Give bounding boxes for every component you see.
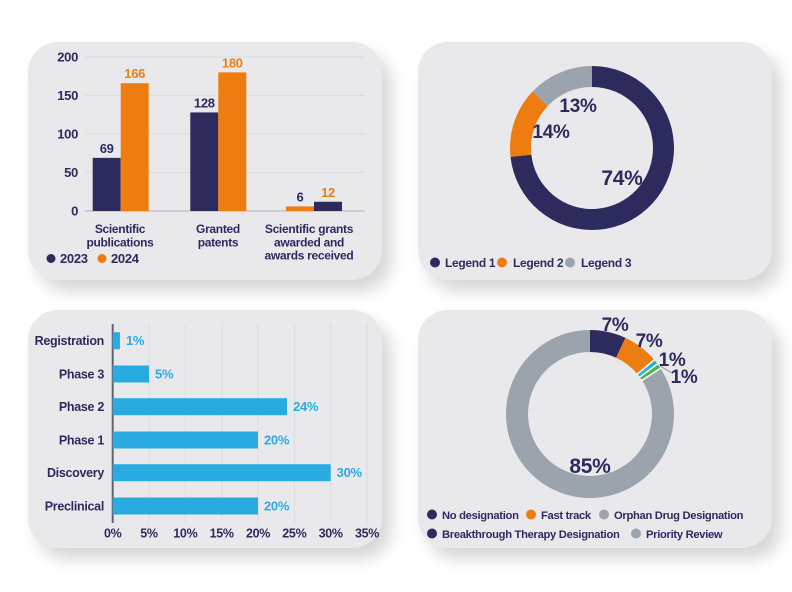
legend-label: Legend 3 xyxy=(581,256,632,270)
bar xyxy=(286,206,314,211)
legend-dot xyxy=(430,257,440,268)
x-axis-tick-label: 5% xyxy=(140,527,158,541)
legend-label: Orphan Drug Designation xyxy=(614,510,744,522)
donut-slice xyxy=(532,66,592,106)
bar xyxy=(190,112,219,211)
donut-chart-panel-legend123: 74% 14% 13% Legend 1 Legend 2 Legend 3 xyxy=(418,42,772,280)
category-label: Registration xyxy=(35,334,104,348)
category-label: awards received xyxy=(265,249,354,263)
designation-donut-chart-panel: 7% 7% 1% 1% 85% No designation Fast track Orpha… xyxy=(418,310,772,548)
slice-percent-label: 1% xyxy=(671,367,698,388)
legend-label: Legend 2 xyxy=(513,256,564,270)
bar-value-label: 20% xyxy=(264,499,290,514)
legend-dot xyxy=(631,528,641,539)
bar-value-label: 166 xyxy=(124,66,145,81)
bar xyxy=(112,431,259,449)
bar xyxy=(112,497,259,515)
legend-dot xyxy=(599,509,609,520)
category-label: patents xyxy=(198,235,239,249)
x-axis-tick-label: 30% xyxy=(319,527,343,541)
pipeline-horizontal-bar-chart: 0% 5% 10% 15% 20% 25% 30% 35% Registration 1% Phas… xyxy=(35,324,380,541)
donut-chart-legend123: 74% 14% 13% Legend 1 Legend 2 Legend 3 xyxy=(430,66,675,270)
slice-percent-label: 7% xyxy=(636,331,663,352)
legend-dot xyxy=(497,257,507,268)
legend-dot xyxy=(526,509,536,520)
bar-value-label: 1% xyxy=(126,333,145,348)
bar xyxy=(120,83,149,211)
legend-label: Priority Review xyxy=(646,529,723,541)
category-label: Phase 2 xyxy=(59,400,105,414)
slice-separator xyxy=(638,362,659,379)
y-axis-tick-label: 100 xyxy=(57,127,78,142)
bar-value-label: 6 xyxy=(297,189,304,204)
bar-value-label: 5% xyxy=(155,367,174,382)
bar xyxy=(112,398,288,416)
bar-value-label: 128 xyxy=(194,95,215,110)
bar-value-label: 30% xyxy=(337,465,363,480)
bar-value-label: 69 xyxy=(100,141,114,156)
category-label: publications xyxy=(86,235,154,249)
x-axis-tick-label: 15% xyxy=(210,527,234,541)
legend-dot xyxy=(46,254,56,263)
slice-percent-label: 85% xyxy=(569,455,611,478)
category-label: Phase 1 xyxy=(59,434,105,448)
category-label: Scientific grants xyxy=(265,222,354,236)
donut-slice xyxy=(637,359,658,378)
x-axis-tick-label: 20% xyxy=(246,527,270,541)
bar xyxy=(218,72,247,212)
legend-label: Legend 1 xyxy=(445,256,496,270)
bar-value-label: 180 xyxy=(222,55,243,70)
donut-slice xyxy=(616,337,655,375)
x-axis-tick-label: 10% xyxy=(173,527,197,541)
legend-dot xyxy=(97,254,107,263)
category-label: Scientific xyxy=(95,222,146,236)
pipeline-hbar-chart-panel: 0% 5% 10% 15% 20% 25% 30% 35% Registration 1% Phas… xyxy=(28,310,382,548)
category-label: awarded and xyxy=(274,235,344,249)
y-axis-tick-label: 50 xyxy=(64,165,78,180)
donut-slice xyxy=(510,91,548,157)
legend-label: No designation xyxy=(442,510,519,522)
bar-value-label: 24% xyxy=(293,399,319,414)
bar xyxy=(314,201,342,211)
y-axis-tick-label: 150 xyxy=(57,88,78,103)
x-axis-tick-label: 0% xyxy=(104,527,122,541)
y-axis-tick-label: 200 xyxy=(57,50,78,65)
slice-percent-label: 74% xyxy=(601,167,643,190)
designation-donut-chart: 7%7%1%1%85%No designation Fast track Orpha… xyxy=(427,315,744,541)
x-axis-tick-label: 25% xyxy=(282,527,306,541)
leader-line xyxy=(659,365,673,374)
slice-separator xyxy=(636,358,656,376)
y-axis-tick-label: 0 xyxy=(71,204,78,219)
legend-label: 2023 xyxy=(60,251,88,266)
legend-dot xyxy=(565,257,575,268)
slice-percent-label: 13% xyxy=(559,96,597,117)
category-label: Granted xyxy=(196,222,240,236)
category-label: Phase 3 xyxy=(59,368,105,382)
legend-label: Fast track xyxy=(541,510,592,522)
legend-label: Breakthrough Therapy Designation xyxy=(442,529,620,541)
slice-percent-label: 1% xyxy=(659,350,686,371)
legend-dot xyxy=(427,528,437,539)
bar xyxy=(112,464,331,482)
bar xyxy=(112,365,150,383)
bar-value-label: 20% xyxy=(264,433,290,448)
bar xyxy=(112,332,120,350)
legend-dot xyxy=(427,509,437,520)
slice-separator xyxy=(640,367,662,382)
grouped-bar-chart-panel: 0 50 100 150 200 69 166 Scientific publications 1… xyxy=(28,42,382,280)
donut-slice xyxy=(590,330,626,358)
category-label: Preclinical xyxy=(45,500,104,514)
slice-percent-label: 14% xyxy=(532,122,570,143)
bar xyxy=(92,157,121,211)
slice-percent-label: 7% xyxy=(602,315,629,336)
x-axis-tick-label: 35% xyxy=(355,527,379,541)
bar-value-label: 12 xyxy=(321,185,335,200)
legend-label: 2024 xyxy=(111,251,140,266)
donut-slice xyxy=(639,363,661,381)
category-label: Discovery xyxy=(47,466,104,480)
